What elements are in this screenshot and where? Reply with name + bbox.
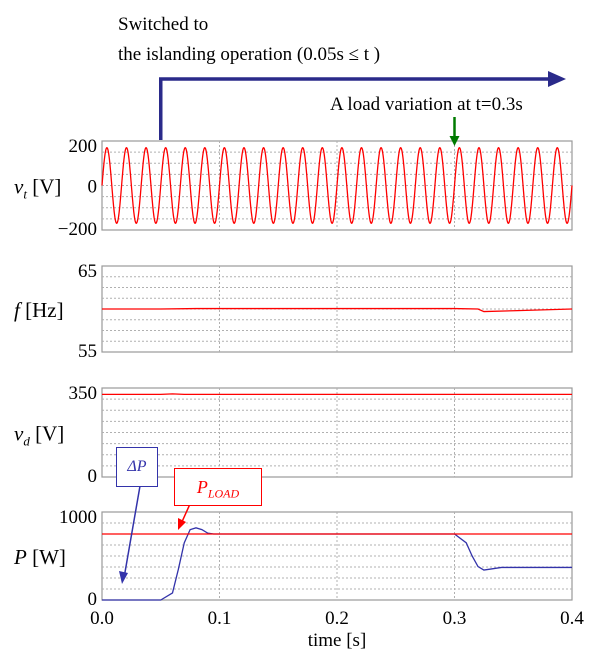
- x-tick-label: 0.3: [443, 608, 467, 629]
- panel-4: 1000 0 P [W] 0.0 0.1 0.2 0.3 0.4 time [s]: [13, 507, 584, 651]
- y-axis-label: vt [V]: [14, 175, 61, 202]
- y-tick-label: 0: [88, 589, 98, 610]
- overlay: [119, 71, 566, 584]
- series-line-1: [101, 146, 573, 225]
- x-tick-label: 0.0: [90, 608, 114, 629]
- series-line-1: [102, 393, 572, 396]
- islanding-annotation-line2: the islanding operation (0.05s ≤ t ): [118, 44, 381, 65]
- y-tick-label: 200: [69, 136, 98, 157]
- delta-p-label: ΔP: [127, 458, 147, 475]
- islanding-arrow-head: [548, 71, 566, 87]
- y-tick-label: 1000: [59, 507, 97, 528]
- panels: 200 0 −200 vt [V] 65 55 f [Hz] 350 0 vd [V] 1000 0 P…: [13, 136, 584, 651]
- y-tick-label: 0: [88, 466, 98, 487]
- load-variation-annotation: A load variation at t=0.3s: [330, 94, 523, 115]
- x-tick-label: 0.2: [325, 608, 349, 629]
- islanding-annotation-line1: Switched to: [118, 14, 209, 35]
- pload-label-main: P: [196, 477, 208, 497]
- load-arrow-head: [449, 136, 460, 146]
- x-tick-label: 0.1: [208, 608, 232, 629]
- panel-2: 65 55 f [Hz]: [14, 261, 573, 362]
- y-tick-label: 350: [69, 383, 98, 404]
- series-line-1: [102, 307, 573, 313]
- islanding-switch-annotation: Switched to the islanding operation (0.0…: [118, 10, 380, 70]
- pload-label-sub: LOAD: [207, 486, 240, 501]
- panel-1: 200 0 −200 vt [V]: [14, 136, 573, 240]
- islanding-arrow: [159, 77, 555, 140]
- x-tick-label: 0.4: [560, 608, 584, 629]
- delta-p-label-box: ΔP: [116, 447, 158, 487]
- panel-3: 350 0 vd [V]: [14, 383, 573, 487]
- y-tick-label: −200: [58, 219, 97, 240]
- y-tick-label: 0: [88, 177, 98, 198]
- y-axis-label: vd [V]: [14, 422, 64, 449]
- y-tick-label: 65: [78, 261, 97, 282]
- pload-label: PLOAD: [196, 477, 239, 501]
- y-axis-label: f [Hz]: [14, 298, 64, 322]
- pload-label-box: PLOAD: [174, 468, 262, 506]
- x-axis-label: time [s]: [308, 630, 367, 651]
- y-tick-label: 55: [78, 341, 97, 362]
- pload-pointer-head: [178, 518, 186, 530]
- delta-p-pointer-head: [119, 571, 128, 584]
- y-axis-label: P [W]: [13, 545, 66, 569]
- delta-p-pointer: [123, 485, 141, 579]
